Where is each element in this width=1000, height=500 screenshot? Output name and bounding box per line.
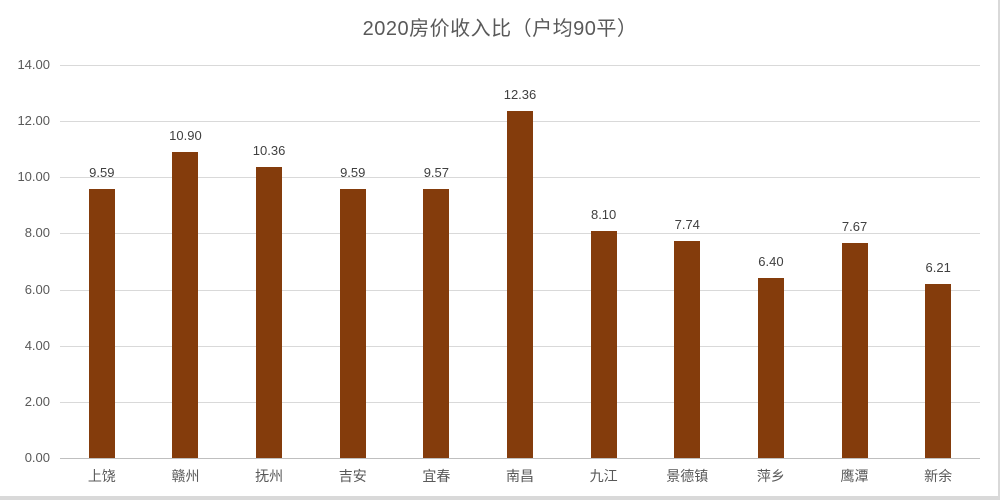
y-tick-label: 8.00 bbox=[24, 225, 50, 241]
y-tick-label: 0.00 bbox=[24, 450, 50, 465]
bar bbox=[423, 189, 450, 458]
data-label: 7.67 bbox=[841, 218, 868, 234]
bar bbox=[925, 283, 952, 458]
gridline bbox=[60, 65, 980, 66]
x-tick-label: 上饶 bbox=[87, 469, 116, 485]
x-tick-label: 抚州 bbox=[255, 469, 284, 485]
y-tick-label: 4.00 bbox=[24, 337, 50, 353]
plot-area: 9.59 10.90 10.36 9.59 9.57 12.36 8.10 7.74 6.40 7… bbox=[60, 65, 980, 459]
x-tick-label: 萍乡 bbox=[756, 469, 785, 485]
data-label: 12.36 bbox=[503, 87, 537, 103]
x-tick-label: 景德镇 bbox=[666, 469, 709, 485]
data-label: 9.59 bbox=[340, 164, 366, 180]
x-tick-label: 南昌 bbox=[506, 469, 534, 485]
y-tick-label: 10.00 bbox=[17, 169, 50, 185]
x-tick-label: 吉安 bbox=[338, 469, 367, 485]
bar bbox=[757, 278, 784, 458]
data-label: 9.57 bbox=[423, 165, 450, 181]
bar bbox=[590, 230, 617, 458]
y-tick-label: 2.00 bbox=[24, 393, 50, 409]
data-label: 10.90 bbox=[169, 128, 202, 144]
y-tick-label: 12.00 bbox=[17, 113, 50, 129]
x-tick-label: 九江 bbox=[589, 469, 618, 485]
data-label: 9.59 bbox=[89, 164, 115, 180]
x-tick-label: 新余 bbox=[924, 469, 953, 485]
gridline bbox=[60, 458, 980, 459]
data-label: 10.36 bbox=[252, 143, 286, 159]
y-tick-label: 14.00 bbox=[17, 57, 50, 72]
data-label: 7.74 bbox=[674, 216, 700, 232]
y-tick-label: 6.00 bbox=[24, 281, 50, 297]
data-label: 6.21 bbox=[925, 259, 951, 275]
data-label: 8.10 bbox=[590, 206, 617, 222]
bar bbox=[172, 152, 199, 458]
bar bbox=[256, 167, 283, 458]
data-label: 6.40 bbox=[758, 254, 784, 270]
bar bbox=[88, 188, 115, 458]
bar bbox=[674, 240, 701, 458]
x-tick-label: 赣州 bbox=[171, 469, 200, 485]
bar bbox=[339, 188, 366, 458]
x-tick-label: 宜春 bbox=[422, 469, 451, 485]
chart-title: 2020房价收入比（户均90平） bbox=[362, 18, 638, 40]
bar bbox=[841, 242, 868, 458]
x-tick-label: 鹰潭 bbox=[840, 469, 869, 485]
bar bbox=[507, 111, 533, 458]
